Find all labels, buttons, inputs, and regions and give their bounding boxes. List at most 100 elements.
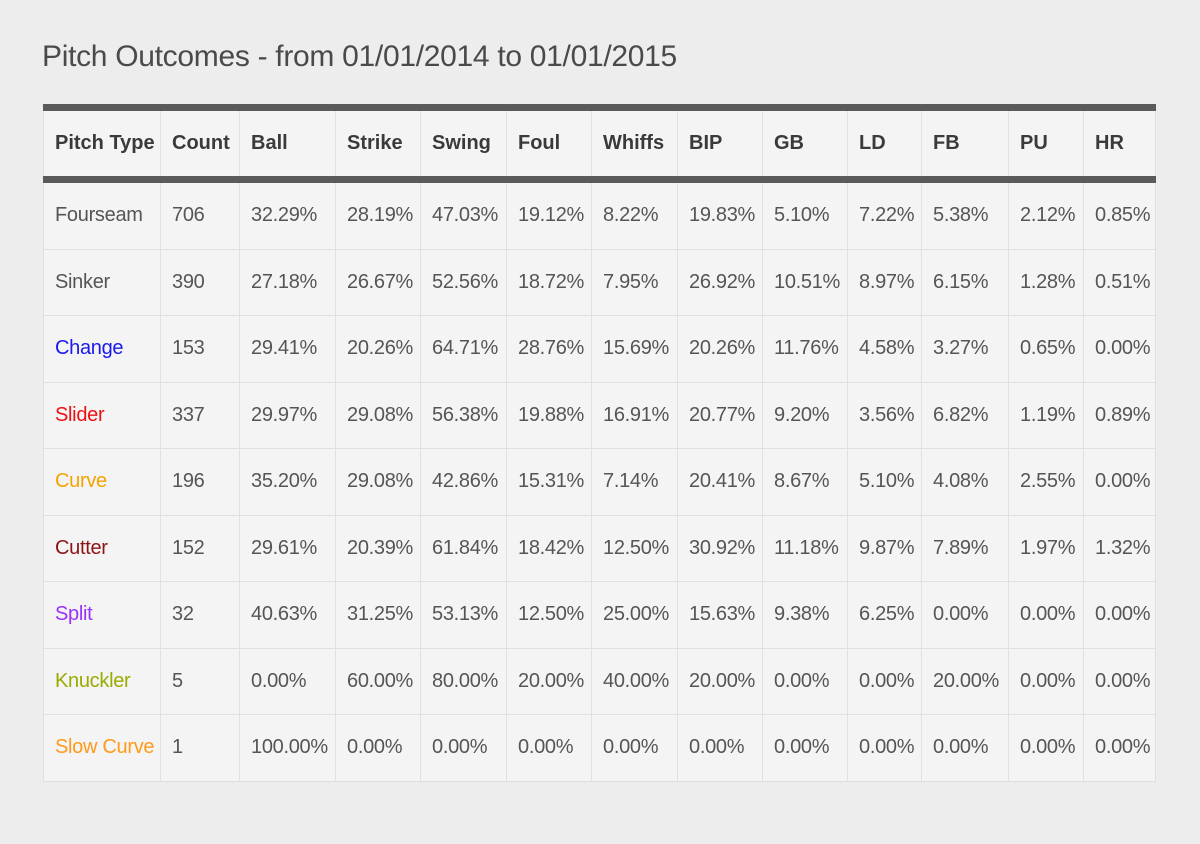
ld-cell: 9.87% — [847, 514, 922, 582]
strike-cell: 60.00% — [335, 647, 421, 715]
ld-cell: 7.22% — [847, 179, 922, 250]
ball-cell: 40.63% — [239, 581, 336, 649]
ball-cell: 35.20% — [239, 448, 336, 516]
pitch-type-cell: Cutter — [43, 514, 161, 582]
column-header-whiffs[interactable]: Whiffs — [591, 107, 678, 180]
gb-cell: 8.67% — [762, 448, 848, 516]
foul-cell: 19.12% — [506, 179, 592, 250]
swing-cell: 80.00% — [420, 647, 507, 715]
gb-cell: 5.10% — [762, 179, 848, 250]
ld-cell: 0.00% — [847, 647, 922, 715]
strike-cell: 0.00% — [335, 714, 421, 782]
pitch-outcomes-table: Pitch Type Count Ball Strike Swing Foul Whiffs… — [43, 104, 1156, 782]
foul-cell: 18.42% — [506, 514, 592, 582]
fb-cell: 4.08% — [921, 448, 1009, 516]
column-header-hr[interactable]: HR — [1083, 107, 1156, 180]
bip-cell: 20.77% — [677, 381, 763, 449]
ld-cell: 0.00% — [847, 714, 922, 782]
hr-cell: 0.00% — [1083, 581, 1156, 649]
swing-cell: 53.13% — [420, 581, 507, 649]
column-header-pu[interactable]: PU — [1008, 107, 1084, 180]
swing-cell: 52.56% — [420, 248, 507, 316]
fb-cell: 20.00% — [921, 647, 1009, 715]
fb-cell: 6.82% — [921, 381, 1009, 449]
hr-cell: 0.00% — [1083, 315, 1156, 383]
count-cell: 5 — [160, 647, 240, 715]
pu-cell: 0.65% — [1008, 315, 1084, 383]
swing-cell: 42.86% — [420, 448, 507, 516]
column-header-count[interactable]: Count — [160, 107, 240, 180]
pitch-type-cell: Slow Curve — [43, 714, 161, 782]
foul-cell: 18.72% — [506, 248, 592, 316]
count-cell: 196 — [160, 448, 240, 516]
foul-cell: 12.50% — [506, 581, 592, 649]
hr-cell: 0.51% — [1083, 248, 1156, 316]
foul-cell: 0.00% — [506, 714, 592, 782]
bip-cell: 15.63% — [677, 581, 763, 649]
pu-cell: 2.55% — [1008, 448, 1084, 516]
column-header-strike[interactable]: Strike — [335, 107, 421, 180]
count-cell: 152 — [160, 514, 240, 582]
gb-cell: 0.00% — [762, 647, 848, 715]
pitch-type-cell: Sinker — [43, 248, 161, 316]
column-header-pitch-type[interactable]: Pitch Type — [43, 107, 161, 180]
pitch-type-cell: Change — [43, 315, 161, 383]
strike-cell: 31.25% — [335, 581, 421, 649]
strike-cell: 28.19% — [335, 179, 421, 250]
whiffs-cell: 0.00% — [591, 714, 678, 782]
hr-cell: 0.85% — [1083, 179, 1156, 250]
fb-cell: 0.00% — [921, 581, 1009, 649]
column-header-bip[interactable]: BIP — [677, 107, 763, 180]
ld-cell: 6.25% — [847, 581, 922, 649]
table-body: Fourseam 706 32.29% 28.19% 47.03% 19.12% 8.22%… — [43, 179, 1156, 782]
ball-cell: 29.41% — [239, 315, 336, 383]
whiffs-cell: 40.00% — [591, 647, 678, 715]
whiffs-cell: 16.91% — [591, 381, 678, 449]
ball-cell: 29.61% — [239, 514, 336, 582]
fb-cell: 0.00% — [921, 714, 1009, 782]
pu-cell: 1.97% — [1008, 514, 1084, 582]
strike-cell: 20.39% — [335, 514, 421, 582]
swing-cell: 56.38% — [420, 381, 507, 449]
gb-cell: 10.51% — [762, 248, 848, 316]
pitch-type-cell: Fourseam — [43, 179, 161, 250]
swing-cell: 47.03% — [420, 179, 507, 250]
hr-cell: 0.00% — [1083, 448, 1156, 516]
strike-cell: 26.67% — [335, 248, 421, 316]
gb-cell: 11.76% — [762, 315, 848, 383]
ball-cell: 29.97% — [239, 381, 336, 449]
pu-cell: 1.28% — [1008, 248, 1084, 316]
table-row: Split 32 40.63% 31.25% 53.13% 12.50% 25.00% 15.… — [43, 581, 1156, 649]
pitch-type-cell: Knuckler — [43, 647, 161, 715]
column-header-gb[interactable]: GB — [762, 107, 848, 180]
whiffs-cell: 15.69% — [591, 315, 678, 383]
table-row: Change 153 29.41% 20.26% 64.71% 28.76% 15.69% 2… — [43, 315, 1156, 383]
whiffs-cell: 12.50% — [591, 514, 678, 582]
gb-cell: 9.20% — [762, 381, 848, 449]
pu-cell: 2.12% — [1008, 179, 1084, 250]
whiffs-cell: 7.95% — [591, 248, 678, 316]
page-title: Pitch Outcomes - from 01/01/2014 to 01/0… — [42, 40, 677, 73]
strike-cell: 20.26% — [335, 315, 421, 383]
fb-cell: 5.38% — [921, 179, 1009, 250]
column-header-foul[interactable]: Foul — [506, 107, 592, 180]
table-row: Curve 196 35.20% 29.08% 42.86% 15.31% 7.14% 20.… — [43, 448, 1156, 516]
fb-cell: 7.89% — [921, 514, 1009, 582]
column-header-fb[interactable]: FB — [921, 107, 1009, 180]
table-row: Fourseam 706 32.29% 28.19% 47.03% 19.12% 8.22%… — [43, 179, 1156, 250]
bip-cell: 20.41% — [677, 448, 763, 516]
hr-cell: 0.00% — [1083, 714, 1156, 782]
whiffs-cell: 25.00% — [591, 581, 678, 649]
hr-cell: 1.32% — [1083, 514, 1156, 582]
ball-cell: 32.29% — [239, 179, 336, 250]
table-row: Sinker 390 27.18% 26.67% 52.56% 18.72% 7.95% 26… — [43, 248, 1156, 316]
foul-cell: 28.76% — [506, 315, 592, 383]
pu-cell: 0.00% — [1008, 714, 1084, 782]
column-header-swing[interactable]: Swing — [420, 107, 507, 180]
ball-cell: 100.00% — [239, 714, 336, 782]
bip-cell: 19.83% — [677, 179, 763, 250]
column-header-ld[interactable]: LD — [847, 107, 922, 180]
count-cell: 337 — [160, 381, 240, 449]
column-header-ball[interactable]: Ball — [239, 107, 336, 180]
pu-cell: 1.19% — [1008, 381, 1084, 449]
